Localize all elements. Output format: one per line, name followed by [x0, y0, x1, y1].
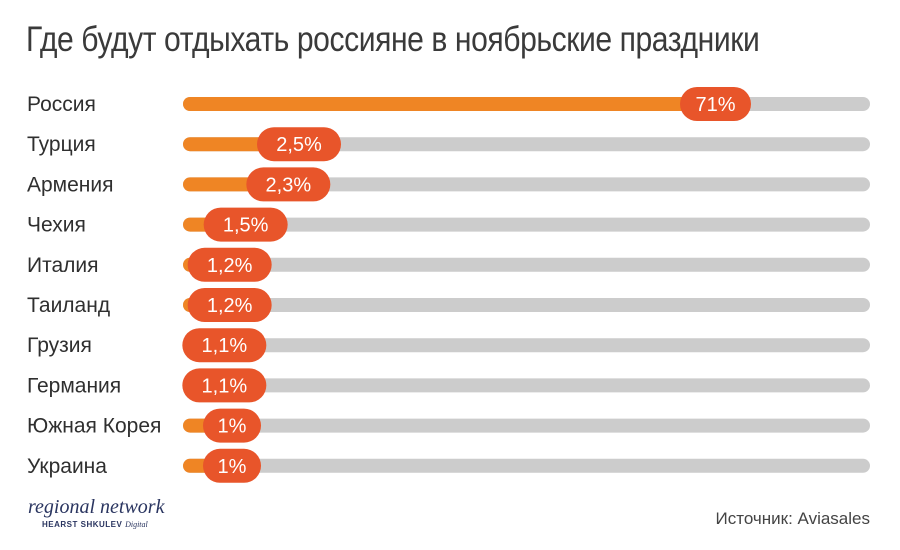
value-label: 2,3%	[266, 174, 312, 196]
value-label: 1,1%	[202, 375, 248, 397]
bar-row: Украина 1%	[27, 448, 870, 483]
category-label: Грузия	[27, 334, 92, 357]
category-label: Таиланд	[27, 294, 110, 317]
value-label: 2,5%	[276, 134, 322, 156]
bar-track	[183, 418, 870, 433]
value-label: 1,2%	[207, 255, 253, 277]
bar-row: Армения 2,3%	[27, 167, 870, 202]
logo-publisher: HEARST SHKULEV Digital	[42, 520, 148, 529]
bar-track	[183, 298, 870, 312]
value-badge	[246, 167, 331, 202]
bar-track	[183, 458, 870, 473]
bar-track	[183, 257, 870, 272]
category-label: Чехия	[27, 214, 86, 237]
logo-wordmark: regional network	[28, 496, 165, 518]
category-label: Турция	[27, 133, 96, 156]
chart-title: Где будут отдыхать россияне в ноябрьские…	[26, 20, 760, 59]
bar-row: Россия 71%	[27, 87, 870, 121]
value-label: 1,5%	[223, 215, 269, 237]
bar-row: Чехия 1,5%	[27, 207, 870, 242]
bar-row: Таиланд 1,2%	[27, 288, 870, 322]
category-label: Италия	[27, 254, 99, 277]
value-label: 71%	[695, 94, 735, 116]
bar-track	[183, 338, 870, 353]
category-label: Южная Корея	[27, 415, 161, 438]
bar-row: Южная Корея 1%	[27, 408, 870, 443]
category-label: Армения	[27, 173, 114, 196]
value-label: 1,2%	[207, 295, 253, 317]
value-badge	[203, 408, 261, 443]
value-label: 1%	[218, 456, 247, 478]
value-badge	[182, 328, 267, 363]
bar-track	[183, 137, 870, 152]
bar-track	[183, 177, 870, 192]
value-badge	[187, 288, 272, 322]
bar	[183, 97, 743, 111]
bar-track	[183, 217, 870, 232]
category-label: Украина	[27, 455, 107, 478]
value-badge	[203, 448, 261, 483]
value-label: 1%	[218, 416, 247, 438]
value-badge	[182, 368, 267, 403]
bar-row: Германия 1,1%	[27, 368, 870, 403]
value-badge	[187, 247, 272, 282]
value-badge	[257, 127, 341, 162]
category-label: Россия	[27, 93, 96, 116]
regional-network-logo: regional network HEARST SHKULEV Digital	[28, 496, 178, 529]
bar-row: Турция 2,5%	[27, 127, 870, 162]
value-badge	[203, 207, 288, 242]
category-label: Германия	[27, 374, 121, 397]
bar-track	[183, 378, 870, 393]
value-badge	[680, 87, 751, 121]
bar-row: Грузия 1,1%	[27, 328, 870, 363]
source-note: Источник: Aviasales	[715, 509, 870, 528]
value-label: 1,1%	[202, 335, 248, 357]
bar-row: Италия 1,2%	[27, 247, 870, 282]
